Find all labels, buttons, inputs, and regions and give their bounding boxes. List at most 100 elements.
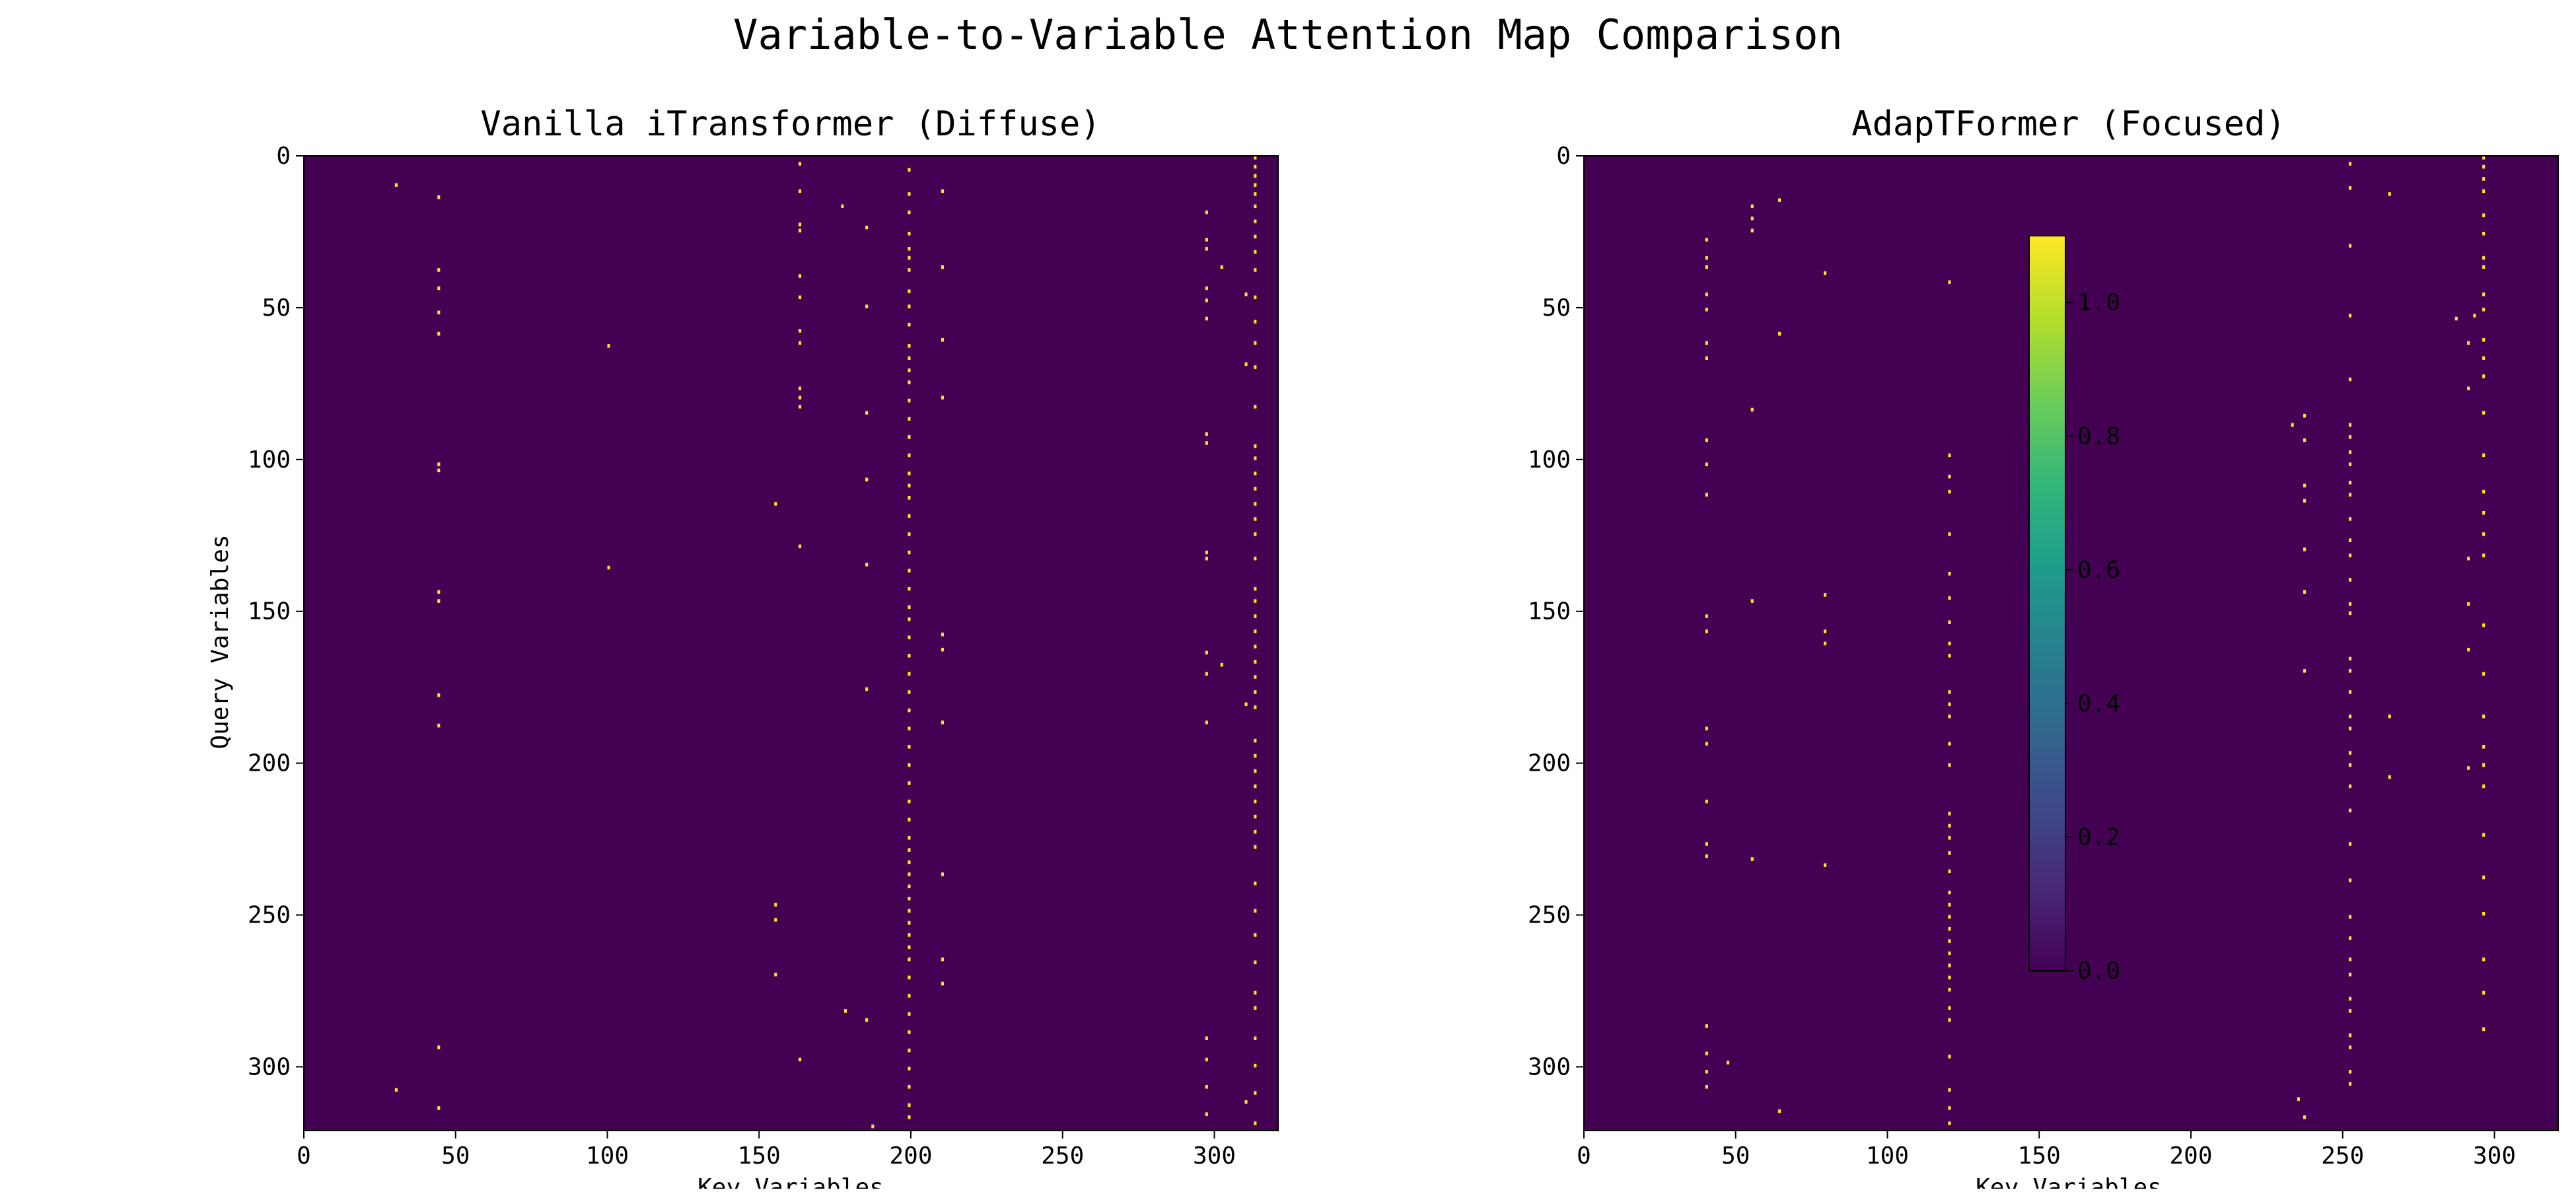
attention-cell [941, 957, 945, 962]
attention-cell [1778, 198, 1781, 202]
attention-cell [2303, 413, 2307, 418]
attention-cell [2482, 510, 2486, 515]
attention-cell [1205, 650, 1208, 655]
attention-cell [2348, 972, 2352, 977]
attention-cell [2303, 438, 2307, 442]
plot-frame [303, 155, 1279, 1131]
attention-cell [908, 398, 911, 403]
x-axis-label-vanilla: Key Variables [698, 1174, 884, 1189]
attention-cell [1750, 599, 1754, 603]
attention-cell [394, 1088, 398, 1092]
attention-cell [1254, 365, 1257, 369]
attention-cell [2482, 374, 2486, 378]
attention-cell [1948, 869, 1951, 874]
attention-cell [1205, 1057, 1208, 1062]
attention-cell [2348, 878, 2352, 882]
attention-cell [1750, 857, 1754, 861]
attention-cell [1948, 690, 1951, 694]
y-tick-label: 0 [1556, 143, 1571, 170]
attention-cell [1705, 438, 1708, 442]
attention-cell [1244, 702, 1248, 707]
attention-cell [2467, 766, 2470, 770]
attention-cell [798, 228, 802, 232]
attention-cell [1948, 975, 1951, 980]
attention-cell [1254, 487, 1257, 491]
attention-cell [2388, 715, 2391, 719]
attention-cell [1205, 1112, 1208, 1116]
x-tick-label: 0 [1577, 1142, 1591, 1170]
plot-frame [1583, 155, 2559, 1131]
attention-cell [841, 204, 844, 209]
attention-cell [1254, 174, 1257, 178]
attention-cell [2348, 842, 2352, 846]
attention-cell [908, 483, 911, 488]
attention-cell [1948, 453, 1951, 458]
attention-cell [908, 617, 911, 621]
attention-cell [1254, 502, 1257, 506]
attention-cell [2348, 690, 2352, 694]
attention-cell [2482, 763, 2486, 767]
attention-cell [908, 246, 911, 251]
attention-cell [1948, 620, 1951, 625]
attention-cell [1948, 939, 1951, 943]
attention-cell [1205, 672, 1208, 676]
attention-cell [1705, 238, 1708, 242]
attention-cell [1948, 964, 1951, 967]
attention-cell [1705, 356, 1708, 360]
attention-cell [2348, 314, 2352, 318]
attention-cell [1254, 881, 1257, 886]
x-tick-label: 150 [738, 1142, 781, 1170]
attention-cell [1220, 265, 1223, 269]
attention-cell [2348, 538, 2352, 542]
attention-cell [1254, 614, 1257, 618]
attention-cell [1948, 702, 1951, 707]
attention-cell [2348, 1045, 2352, 1049]
attention-cell [1948, 1018, 1951, 1022]
attention-cell [908, 860, 911, 864]
colorbar-tick-label: 0.2 [2077, 824, 2120, 851]
attention-cell [2348, 763, 2352, 767]
attention-cell [1705, 1085, 1708, 1089]
attention-cell [2482, 833, 2486, 837]
attention-cell [865, 304, 869, 308]
y-tick-label: 250 [248, 902, 291, 929]
attention-cell [2348, 481, 2352, 485]
attention-cell [774, 972, 777, 977]
attention-cell [1948, 474, 1951, 479]
attention-cell [908, 635, 911, 640]
attention-cell [1948, 596, 1951, 600]
attention-cell [1220, 662, 1223, 667]
attention-cell [908, 550, 911, 555]
attention-cell [2348, 462, 2352, 466]
attention-cell [1205, 432, 1208, 436]
attention-cell [941, 189, 945, 193]
attention-cell [941, 632, 945, 637]
x-tick-label: 0 [297, 1142, 311, 1170]
attention-cell [1948, 532, 1951, 536]
attention-cell [1254, 784, 1257, 789]
attention-cell [908, 322, 911, 327]
attention-cell [1254, 660, 1257, 664]
attention-cell [1205, 1085, 1208, 1089]
attention-cell [437, 195, 441, 199]
attention-cell [2482, 957, 2486, 962]
attention-cell [798, 396, 802, 400]
attention-cell [798, 405, 802, 409]
attention-cell [1705, 493, 1708, 497]
y-axis-label-vanilla: Query Variables [207, 534, 234, 749]
attention-cell [1254, 629, 1257, 633]
attention-cell [437, 599, 441, 603]
y-tick-label: 200 [1528, 750, 1571, 777]
attention-cell [1948, 571, 1951, 576]
attention-cell [2388, 775, 2391, 779]
attention-cell [2482, 745, 2486, 749]
attention-cell [1254, 705, 1257, 709]
y-tick-label: 0 [276, 143, 291, 170]
y-tick-label: 300 [248, 1053, 291, 1080]
attention-cell [1254, 183, 1257, 187]
attention-cell [908, 1085, 911, 1089]
attention-cell [437, 723, 441, 728]
panel-adaptformer: AdapTFormer (Focused) Key Variables 0 50 1… [1528, 104, 2559, 1192]
attention-cell [798, 1057, 802, 1062]
attention-cell [2348, 517, 2352, 521]
